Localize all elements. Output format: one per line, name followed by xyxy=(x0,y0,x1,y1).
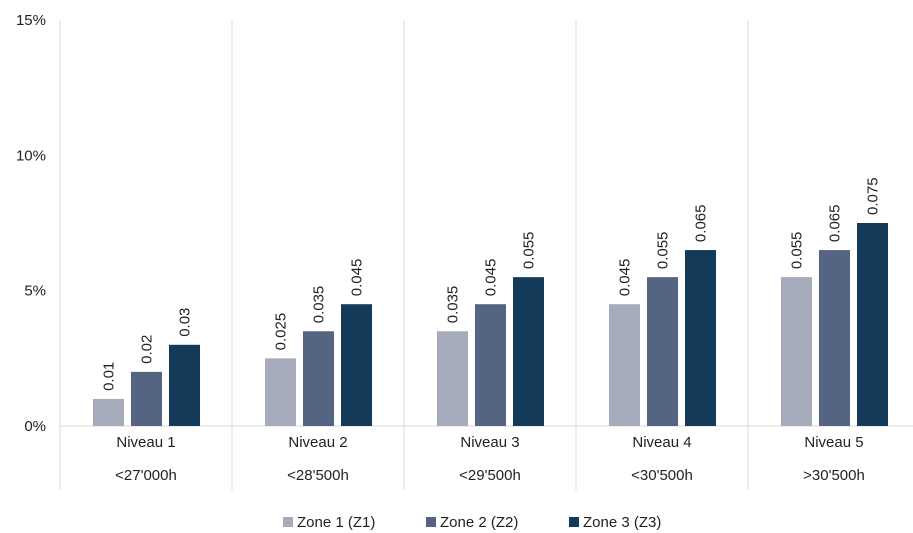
bar-2-3 xyxy=(475,304,506,426)
legend-label: Zone 3 (Z3) xyxy=(583,514,661,531)
legend-label: Zone 2 (Z2) xyxy=(440,514,518,531)
bar-3-3 xyxy=(513,277,544,426)
category-sublabel: <29'500h xyxy=(459,467,521,484)
category-label: Niveau 5 xyxy=(804,434,863,451)
data-label: 0.045 xyxy=(617,259,634,297)
y-tick-label: 0% xyxy=(24,418,46,435)
bar-1-4 xyxy=(609,304,640,426)
category-label: Niveau 1 xyxy=(116,434,175,451)
bar-1-1 xyxy=(93,398,124,426)
category-label: Niveau 2 xyxy=(288,434,347,451)
category-label: Niveau 4 xyxy=(632,434,691,451)
bar-2-1 xyxy=(131,371,162,426)
data-label: 0.075 xyxy=(865,177,882,215)
data-label: 0.065 xyxy=(693,205,710,243)
data-label: 0.045 xyxy=(483,259,500,297)
legend-swatch xyxy=(426,517,436,527)
category-label: Niveau 3 xyxy=(460,434,519,451)
y-tick-label: 10% xyxy=(16,147,46,164)
data-label: 0.065 xyxy=(827,205,844,243)
data-label: 0.055 xyxy=(789,232,806,270)
data-label: 0.02 xyxy=(139,335,156,364)
category-sublabel: >30'500h xyxy=(803,467,865,484)
bar-1-5 xyxy=(781,277,812,426)
bar-3-5 xyxy=(857,223,888,426)
data-label: 0.01 xyxy=(101,362,118,391)
bar-2-2 xyxy=(303,331,334,426)
bar-3-4 xyxy=(685,250,716,426)
y-tick-label: 5% xyxy=(24,283,46,300)
data-label: 0.03 xyxy=(177,308,194,337)
data-label: 0.035 xyxy=(311,286,328,324)
bar-3-1 xyxy=(169,344,200,426)
bar-2-5 xyxy=(819,250,850,426)
category-sublabel: <30'500h xyxy=(631,467,693,484)
category-sublabel: <27'000h xyxy=(115,467,177,484)
category-sublabel: <28'500h xyxy=(287,467,349,484)
legend-label: Zone 1 (Z1) xyxy=(297,514,375,531)
bar-1-2 xyxy=(265,358,296,426)
data-label: 0.035 xyxy=(445,286,462,324)
bar-1-3 xyxy=(437,331,468,426)
bar-2-4 xyxy=(647,277,678,426)
bar-3-2 xyxy=(341,304,372,426)
legend-swatch xyxy=(569,517,579,527)
data-label: 0.045 xyxy=(349,259,366,297)
data-label: 0.055 xyxy=(655,232,672,270)
legend-swatch xyxy=(283,517,293,527)
data-label: 0.025 xyxy=(273,313,290,351)
y-tick-label: 15% xyxy=(16,12,46,29)
data-label: 0.055 xyxy=(521,232,538,270)
